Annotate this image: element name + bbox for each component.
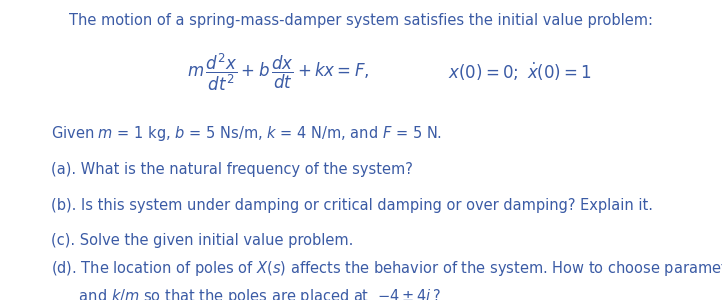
Text: (b). Is this system under damping or critical damping or over damping? Explain i: (b). Is this system under damping or cri… <box>51 198 653 213</box>
Text: and $k/m$ so that the poles are placed at  $-4\pm4j\,$?: and $k/m$ so that the poles are placed a… <box>51 287 440 300</box>
Text: $x(0)=0;\ \dot{x}(0)=1$: $x(0)=0;\ \dot{x}(0)=1$ <box>448 61 592 83</box>
Text: (d). The location of poles of $X(s)$ affects the behavior of the system. How to : (d). The location of poles of $X(s)$ aff… <box>51 259 722 278</box>
Text: (a). What is the natural frequency of the system?: (a). What is the natural frequency of th… <box>51 162 412 177</box>
Text: The motion of a spring-mass-damper system satisfies the initial value problem:: The motion of a spring-mass-damper syste… <box>69 14 653 28</box>
Text: Given $m$ = 1 kg, $b$ = 5 Ns/m, $k$ = 4 N/m, and $F$ = 5 N.: Given $m$ = 1 kg, $b$ = 5 Ns/m, $k$ = 4 … <box>51 124 442 143</box>
Text: (c). Solve the given initial value problem.: (c). Solve the given initial value probl… <box>51 232 353 247</box>
Text: $m\,\dfrac{d^{2}x}{dt^{2}}+b\,\dfrac{dx}{dt}+kx=F,$: $m\,\dfrac{d^{2}x}{dt^{2}}+b\,\dfrac{dx}… <box>187 51 369 93</box>
